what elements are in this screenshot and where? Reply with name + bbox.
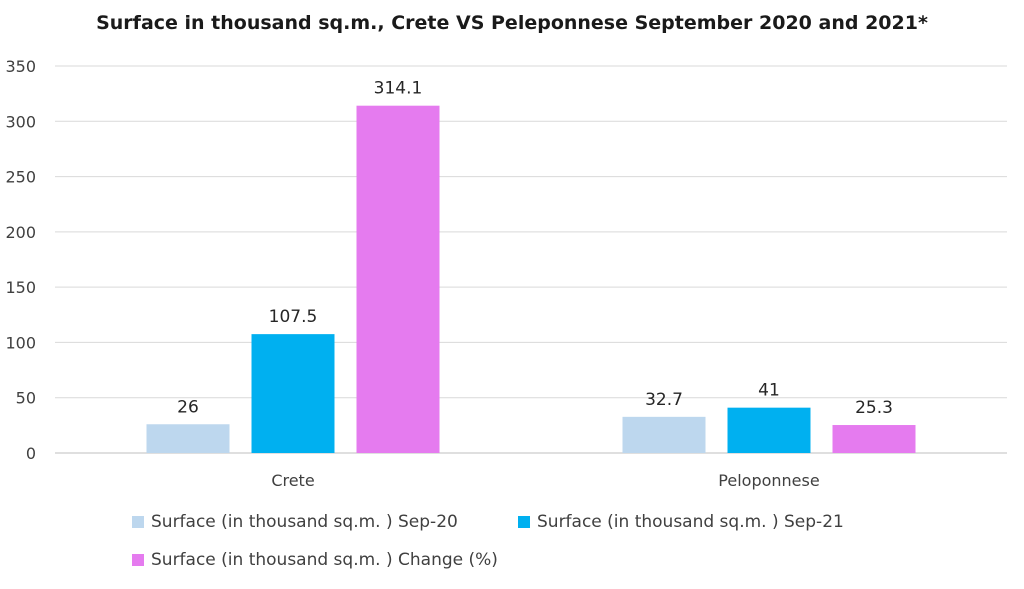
bar bbox=[622, 416, 706, 453]
legend-label-change: Surface (in thousand sq.m. ) Change (%) bbox=[151, 550, 498, 570]
y-tick-label: 100 bbox=[5, 333, 36, 352]
bar bbox=[251, 334, 335, 453]
legend-label-sep-20: Surface (in thousand sq.m. ) Sep-20 bbox=[151, 512, 458, 532]
y-tick-label: 0 bbox=[26, 444, 36, 463]
legend-swatch-sep-21 bbox=[518, 516, 530, 528]
y-tick-label: 50 bbox=[16, 389, 36, 408]
data-label: 41 bbox=[758, 381, 780, 401]
data-label: 32.7 bbox=[645, 390, 683, 410]
data-label: 26 bbox=[177, 397, 199, 417]
y-tick-label: 300 bbox=[5, 112, 36, 131]
plot-area: 0 50 100 150 200 250 300 350 26 107.5 314.1 Crete 32… bbox=[5, 57, 1007, 490]
y-tick-label: 200 bbox=[5, 223, 36, 242]
chart-title: Surface in thousand sq.m., Crete VS Pele… bbox=[96, 12, 928, 34]
bar bbox=[727, 407, 811, 453]
legend-swatch-sep-20 bbox=[132, 516, 144, 528]
data-label: 314.1 bbox=[374, 79, 423, 99]
bar bbox=[356, 105, 440, 454]
bar bbox=[146, 424, 230, 453]
x-tick-label: Peloponnese bbox=[718, 471, 819, 490]
data-label: 25.3 bbox=[855, 398, 893, 418]
legend-label-sep-21: Surface (in thousand sq.m. ) Sep-21 bbox=[537, 512, 844, 532]
bar bbox=[832, 425, 916, 453]
legend-swatch-change bbox=[132, 554, 144, 566]
y-tick-label: 350 bbox=[5, 57, 36, 76]
legend-item-change: Surface (in thousand sq.m. ) Change (%) bbox=[132, 550, 498, 570]
legend-item-sep-20: Surface (in thousand sq.m. ) Sep-20 bbox=[132, 512, 458, 532]
y-tick-label: 250 bbox=[5, 168, 36, 187]
data-label: 107.5 bbox=[269, 307, 318, 327]
y-tick-label: 150 bbox=[5, 278, 36, 297]
x-tick-label: Crete bbox=[271, 471, 314, 490]
legend-item-sep-21: Surface (in thousand sq.m. ) Sep-21 bbox=[518, 512, 844, 532]
